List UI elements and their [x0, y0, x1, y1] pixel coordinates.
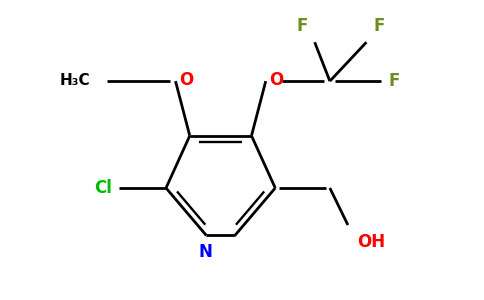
- Text: F: F: [373, 16, 384, 34]
- Text: F: F: [297, 16, 308, 34]
- Text: O: O: [179, 71, 193, 89]
- Text: OH: OH: [357, 232, 386, 250]
- Text: N: N: [198, 243, 212, 261]
- Text: Cl: Cl: [94, 179, 112, 197]
- Text: F: F: [389, 72, 400, 90]
- Text: O: O: [269, 71, 283, 89]
- Text: H₃C: H₃C: [60, 73, 90, 88]
